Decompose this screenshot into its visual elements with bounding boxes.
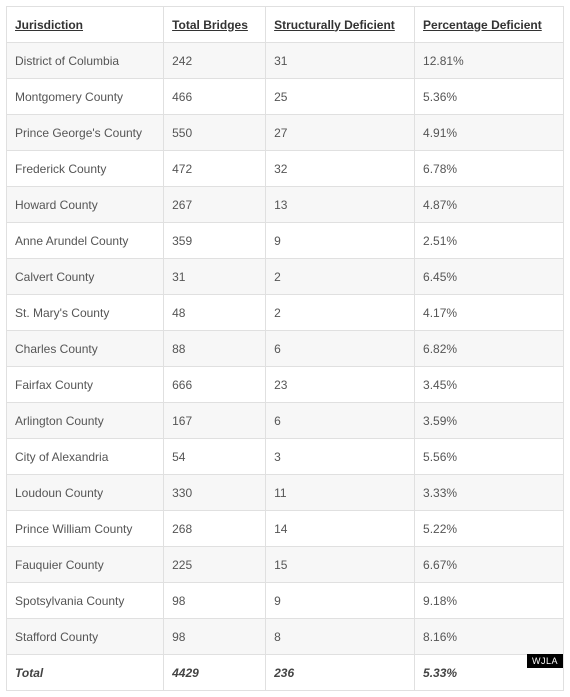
cell-jurisdiction: Spotsylvania County — [7, 583, 164, 619]
cell-percent: 3.45% — [415, 367, 564, 403]
table-row: Calvert County3126.45% — [7, 259, 564, 295]
cell-total: 98 — [164, 619, 266, 655]
table-header-row: Jurisdiction Total Bridges Structurally … — [7, 7, 564, 43]
cell-percent: 6.78% — [415, 151, 564, 187]
cell-total: 225 — [164, 547, 266, 583]
table-row: Fairfax County666233.45% — [7, 367, 564, 403]
cell-deficient: 6 — [266, 403, 415, 439]
col-header-percent: Percentage Deficient — [415, 7, 564, 43]
cell-total: 242 — [164, 43, 266, 79]
cell-total: 48 — [164, 295, 266, 331]
cell-total: 666 — [164, 367, 266, 403]
cell-percent: 9.18% — [415, 583, 564, 619]
cell-jurisdiction: Prince William County — [7, 511, 164, 547]
cell-jurisdiction: Howard County — [7, 187, 164, 223]
col-header-total: Total Bridges — [164, 7, 266, 43]
cell-jurisdiction: St. Mary's County — [7, 295, 164, 331]
cell-jurisdiction: Prince George's County — [7, 115, 164, 151]
table-row: District of Columbia2423112.81% — [7, 43, 564, 79]
cell-total: 267 — [164, 187, 266, 223]
col-header-jurisdiction: Jurisdiction — [7, 7, 164, 43]
cell-percent: 3.33% — [415, 475, 564, 511]
cell-percent: 2.51% — [415, 223, 564, 259]
cell-total: 472 — [164, 151, 266, 187]
cell-deficient: 9 — [266, 583, 415, 619]
cell-percent: 6.45% — [415, 259, 564, 295]
cell-total: 330 — [164, 475, 266, 511]
cell-percent: 5.36% — [415, 79, 564, 115]
bridges-table-container: Jurisdiction Total Bridges Structurally … — [0, 0, 570, 697]
table-body: District of Columbia2423112.81%Montgomer… — [7, 43, 564, 691]
table-row: Fauquier County225156.67% — [7, 547, 564, 583]
cell-deficient: 2 — [266, 295, 415, 331]
cell-jurisdiction: Calvert County — [7, 259, 164, 295]
cell-percent: 4.91% — [415, 115, 564, 151]
cell-deficient: 15 — [266, 547, 415, 583]
col-header-deficient: Structurally Deficient — [266, 7, 415, 43]
cell-deficient: 31 — [266, 43, 415, 79]
cell-deficient: 13 — [266, 187, 415, 223]
table-row: Anne Arundel County35992.51% — [7, 223, 564, 259]
cell-total: 359 — [164, 223, 266, 259]
cell-percent: 4.17% — [415, 295, 564, 331]
table-row: St. Mary's County4824.17% — [7, 295, 564, 331]
cell-deficient: 23 — [266, 367, 415, 403]
cell-jurisdiction: District of Columbia — [7, 43, 164, 79]
table-total-row: Total44292365.33% — [7, 655, 564, 691]
cell-jurisdiction: Loudoun County — [7, 475, 164, 511]
cell-deficient: 3 — [266, 439, 415, 475]
cell-total: 268 — [164, 511, 266, 547]
cell-total: 466 — [164, 79, 266, 115]
cell-percent: 4.87% — [415, 187, 564, 223]
cell-jurisdiction: Arlington County — [7, 403, 164, 439]
cell-jurisdiction: Anne Arundel County — [7, 223, 164, 259]
cell-deficient: 9 — [266, 223, 415, 259]
table-row: Spotsylvania County9899.18% — [7, 583, 564, 619]
cell-deficient: 6 — [266, 331, 415, 367]
cell-deficient: 25 — [266, 79, 415, 115]
cell-total: 88 — [164, 331, 266, 367]
table-row: Howard County267134.87% — [7, 187, 564, 223]
cell-percent: 8.16% — [415, 619, 564, 655]
cell-jurisdiction: Montgomery County — [7, 79, 164, 115]
cell-total: 31 — [164, 259, 266, 295]
cell-deficient: 14 — [266, 511, 415, 547]
table-row: Frederick County472326.78% — [7, 151, 564, 187]
cell-jurisdiction: City of Alexandria — [7, 439, 164, 475]
attribution-badge: WJLA — [527, 654, 563, 668]
cell-jurisdiction: Fairfax County — [7, 367, 164, 403]
table-row: Montgomery County466255.36% — [7, 79, 564, 115]
cell-deficient: 2 — [266, 259, 415, 295]
cell-percent: 6.67% — [415, 547, 564, 583]
cell-jurisdiction: Stafford County — [7, 619, 164, 655]
total-cell-total: 4429 — [164, 655, 266, 691]
table-row: Prince William County268145.22% — [7, 511, 564, 547]
total-cell-jurisdiction: Total — [7, 655, 164, 691]
cell-percent: 5.22% — [415, 511, 564, 547]
cell-deficient: 8 — [266, 619, 415, 655]
cell-percent: 12.81% — [415, 43, 564, 79]
cell-deficient: 27 — [266, 115, 415, 151]
cell-jurisdiction: Frederick County — [7, 151, 164, 187]
cell-total: 550 — [164, 115, 266, 151]
cell-total: 54 — [164, 439, 266, 475]
cell-percent: 5.56% — [415, 439, 564, 475]
table-row: Stafford County9888.16% — [7, 619, 564, 655]
table-row: Arlington County16763.59% — [7, 403, 564, 439]
bridges-table: Jurisdiction Total Bridges Structurally … — [6, 6, 564, 691]
total-cell-deficient: 236 — [266, 655, 415, 691]
table-row: City of Alexandria5435.56% — [7, 439, 564, 475]
cell-jurisdiction: Charles County — [7, 331, 164, 367]
cell-deficient: 11 — [266, 475, 415, 511]
table-row: Charles County8866.82% — [7, 331, 564, 367]
table-row: Loudoun County330113.33% — [7, 475, 564, 511]
cell-total: 98 — [164, 583, 266, 619]
cell-percent: 6.82% — [415, 331, 564, 367]
cell-jurisdiction: Fauquier County — [7, 547, 164, 583]
table-row: Prince George's County550274.91% — [7, 115, 564, 151]
cell-percent: 3.59% — [415, 403, 564, 439]
cell-total: 167 — [164, 403, 266, 439]
cell-deficient: 32 — [266, 151, 415, 187]
